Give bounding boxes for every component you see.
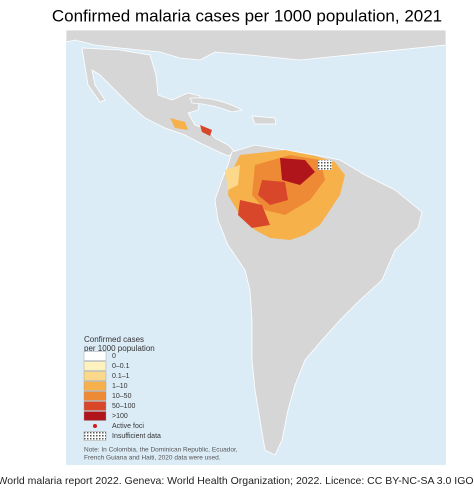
legend-swatch <box>83 351 107 361</box>
legend-swatch <box>83 371 107 381</box>
legend-swatch <box>83 401 107 411</box>
legend-label: 50–100 <box>112 403 135 410</box>
legend-label: 0–0.1 <box>112 363 130 370</box>
legend-note: Note: In Colombia, the Dominican Republi… <box>84 447 238 454</box>
legend-hatch <box>83 431 107 441</box>
legend-label: >100 <box>112 413 128 420</box>
legend-swatch <box>83 361 107 371</box>
legend-title: Confirmed cases <box>84 335 144 344</box>
legend-dot <box>93 424 97 428</box>
source-note: World malaria report 2022. Geneva: World… <box>0 475 474 487</box>
legend-title: per 1000 population <box>84 344 155 353</box>
legend-swatch <box>83 381 107 391</box>
legend-label: Active foci <box>112 423 144 430</box>
legend-swatch <box>83 391 107 401</box>
legend-label: 0.1–1 <box>112 373 130 380</box>
legend-label: 10–50 <box>112 393 132 400</box>
legend-label: Insufficient data <box>112 433 161 440</box>
legend-label: 1–10 <box>112 383 128 390</box>
legend-swatch <box>83 411 107 421</box>
map-title: Confirmed malaria cases per 1000 populat… <box>52 6 442 25</box>
legend-note: French Guiana and Haiti, 2020 data were … <box>84 455 221 462</box>
legend-label: 0 <box>112 353 116 360</box>
malaria-areas <box>170 118 345 240</box>
